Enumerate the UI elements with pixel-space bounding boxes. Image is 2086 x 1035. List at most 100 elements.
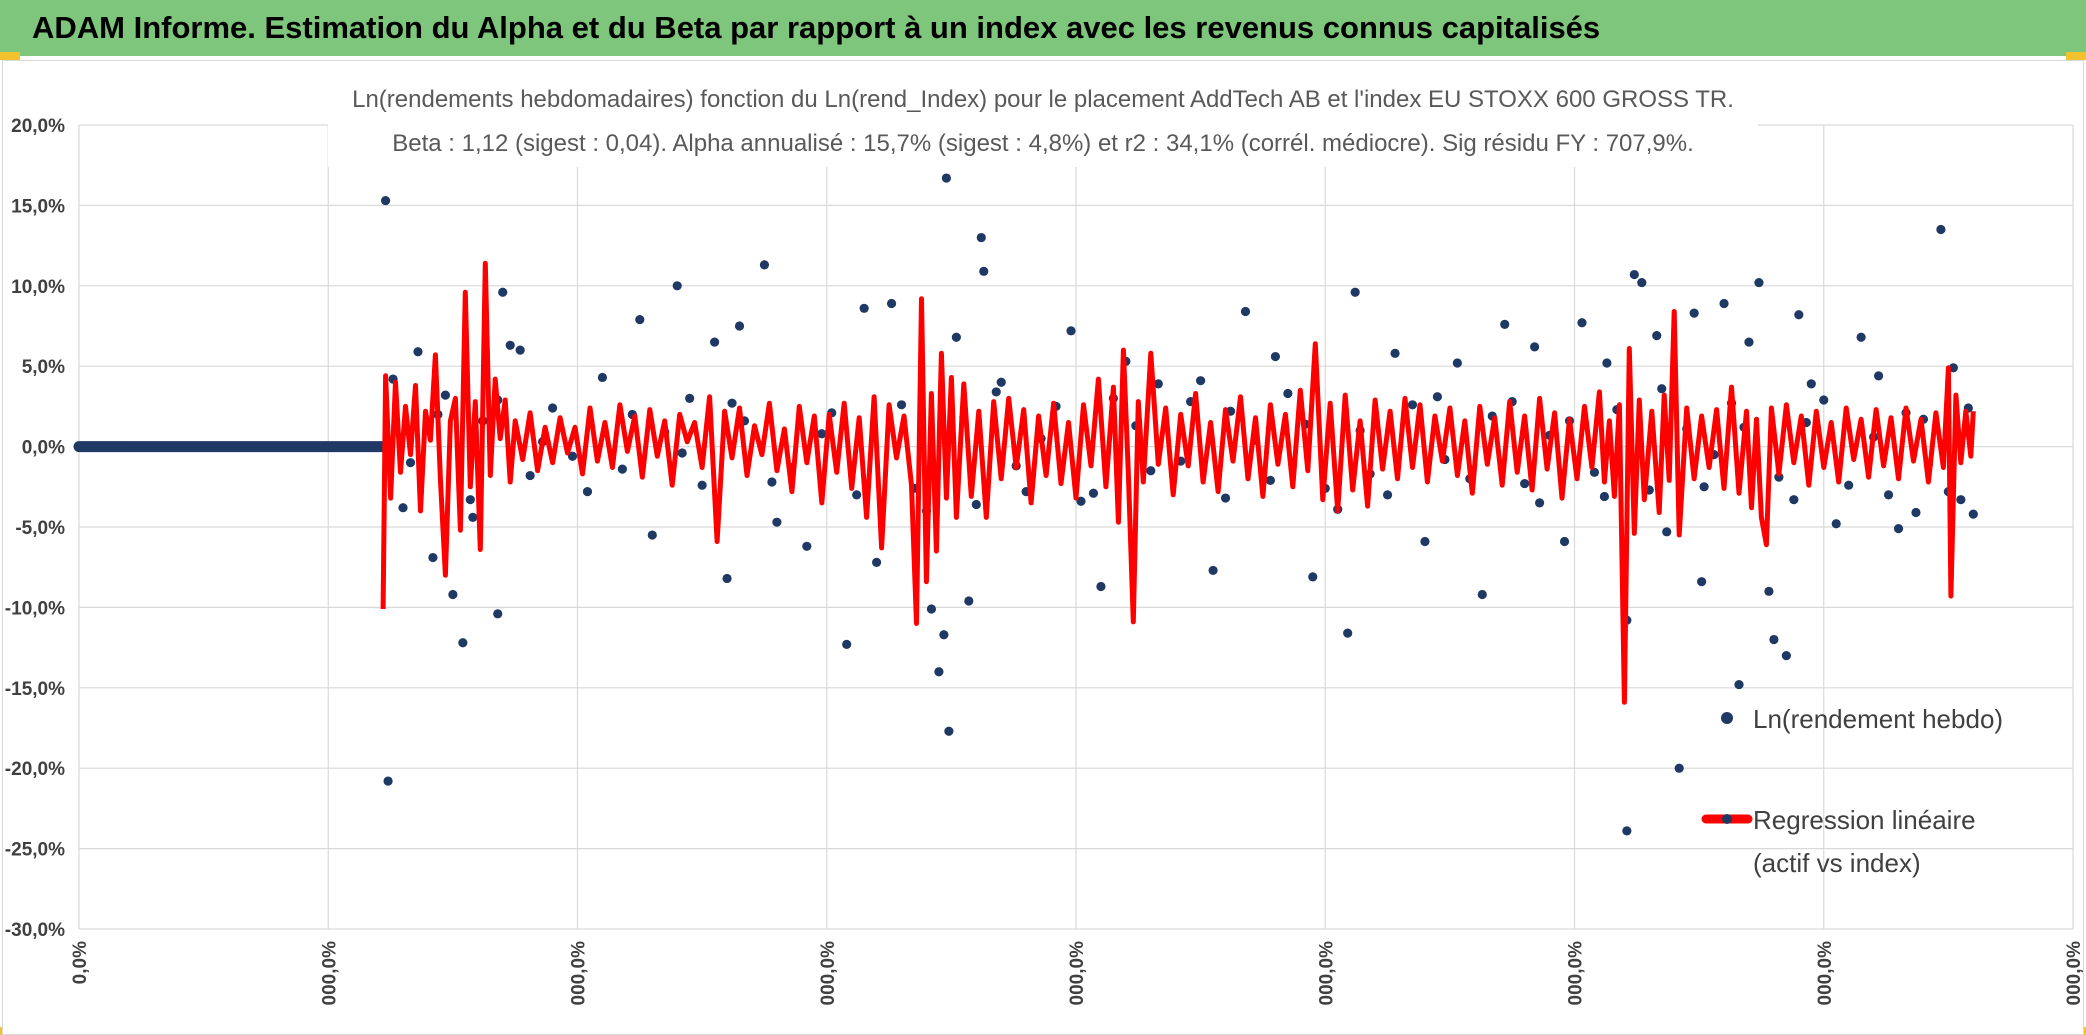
- scatter-point: [1407, 400, 1418, 410]
- scatter-point: [1076, 496, 1086, 506]
- scatter-point: [1956, 495, 1966, 505]
- legend-label-regression: Regression linéaire: [1753, 805, 1976, 835]
- scatter-point: [1477, 589, 1487, 600]
- scatter-point: [759, 260, 770, 270]
- scatter-point: [802, 541, 812, 551]
- scatter-point: [1657, 384, 1667, 394]
- y-tick-label: -30,0%: [5, 920, 65, 941]
- scatter-point: [926, 604, 937, 614]
- scatter-point: [767, 477, 777, 487]
- scatter-point: [934, 667, 944, 677]
- x-tick-label: 000,0%: [569, 941, 590, 1006]
- scatter-point: [1589, 467, 1600, 477]
- scatter-point: [525, 470, 535, 481]
- chart-title-background: [328, 73, 1758, 167]
- scatter-point: [398, 503, 408, 513]
- scatter-point: [1240, 306, 1251, 317]
- scatter-point: [1789, 495, 1799, 505]
- scatter-point: [817, 429, 827, 439]
- scatter-point: [1577, 318, 1587, 328]
- scatter-point: [617, 464, 627, 474]
- scatter-point: [1602, 358, 1612, 368]
- scatter-point: [941, 173, 951, 183]
- y-tick-label: 0,0%: [22, 438, 65, 459]
- y-tick-label: -15,0%: [5, 679, 65, 700]
- scatter-point: [1794, 310, 1804, 320]
- legend-marker-line-point: [1722, 814, 1732, 824]
- scatter-point: [1452, 358, 1462, 368]
- scatter-point: [505, 340, 515, 350]
- scatter-point: [380, 195, 391, 206]
- scatter-point: [1530, 342, 1540, 352]
- scatter-point: [498, 287, 508, 297]
- scatter-point: [944, 726, 954, 736]
- chart-regression: [380, 260, 1976, 705]
- x-tick-label: 0,0%: [70, 941, 91, 984]
- scatter-point: [709, 337, 720, 347]
- legend-label-scatter: Ln(rendement hebdo): [1753, 704, 2003, 734]
- x-axis-ticks: 0,0% 000,0% 000,0% 000,0% 000,0% 000,0% 000,0%…: [70, 941, 2083, 1006]
- scatter-point: [440, 390, 450, 400]
- scatter-point: [1662, 527, 1672, 537]
- scatter-point: [647, 530, 657, 540]
- scatter-point: [1270, 351, 1280, 362]
- y-tick-label: 10,0%: [11, 277, 65, 298]
- chart-points: [380, 173, 1978, 836]
- scatter-point: [1520, 478, 1530, 489]
- scatter-point: [1936, 224, 1946, 235]
- scatter-point: [685, 393, 695, 403]
- scatter-point: [1883, 490, 1894, 500]
- scatter-point: [1968, 509, 1978, 519]
- scatter-point: [872, 557, 882, 567]
- scatter-point: [1893, 524, 1904, 534]
- scatter-point: [976, 232, 986, 243]
- scatter-point: [597, 372, 608, 383]
- scatter-point: [413, 347, 423, 357]
- scatter-point: [1948, 363, 1958, 373]
- scatter-point: [842, 639, 852, 649]
- scatter-point: [1697, 577, 1707, 587]
- scatter-point: [1432, 392, 1443, 402]
- scatter-point: [697, 480, 707, 490]
- y-tick-label: -25,0%: [5, 840, 65, 861]
- x-tick-label: 000,0%: [1815, 941, 1836, 1006]
- scatter-point: [1769, 634, 1779, 645]
- scatter-point: [1308, 572, 1318, 582]
- x-tick-label: 000,0%: [1316, 941, 1337, 1006]
- scatter-point: [1781, 651, 1791, 661]
- y-tick-label: -20,0%: [5, 759, 65, 780]
- scatter-point: [1764, 586, 1774, 596]
- y-tick-label: 5,0%: [22, 357, 65, 378]
- corner-marker-top-right: [2066, 52, 2086, 60]
- scatter-point: [852, 490, 862, 500]
- corner-marker-top-left: [0, 52, 20, 60]
- scatter-point: [1220, 493, 1231, 503]
- scatter-point: [1622, 826, 1632, 836]
- chart-legend: Ln(rendement hebdo) Regression linéaire …: [1701, 704, 2003, 878]
- scatter-point: [1844, 480, 1854, 490]
- scatter-point: [635, 314, 645, 325]
- scatter-point: [1500, 319, 1510, 329]
- scatter-point: [1390, 348, 1400, 358]
- scatter-point: [383, 776, 393, 786]
- scatter-point: [1096, 581, 1106, 592]
- scatter-point: [1343, 628, 1353, 638]
- scatter-point: [859, 303, 869, 313]
- scatter-point: [1911, 507, 1921, 518]
- scatter-point: [727, 398, 737, 408]
- scatter-point: [672, 281, 682, 291]
- chart-subtitle: Beta : 1,12 (sigest : 0,04). Alpha annua…: [392, 130, 1694, 157]
- scatter-point: [772, 517, 782, 527]
- scatter-point: [547, 403, 558, 413]
- scatter-point: [1734, 679, 1744, 690]
- x-tick-label: 000,0%: [319, 941, 340, 1006]
- scatter-point: [1088, 488, 1099, 498]
- scatter-point: [1350, 287, 1360, 297]
- scatter-point: [1674, 763, 1684, 773]
- y-tick-label: 15,0%: [11, 196, 65, 217]
- scatter-point: [1652, 331, 1662, 341]
- scatter-point: [1699, 482, 1709, 492]
- scatter-point: [567, 451, 578, 461]
- scatter-point: [1265, 475, 1276, 485]
